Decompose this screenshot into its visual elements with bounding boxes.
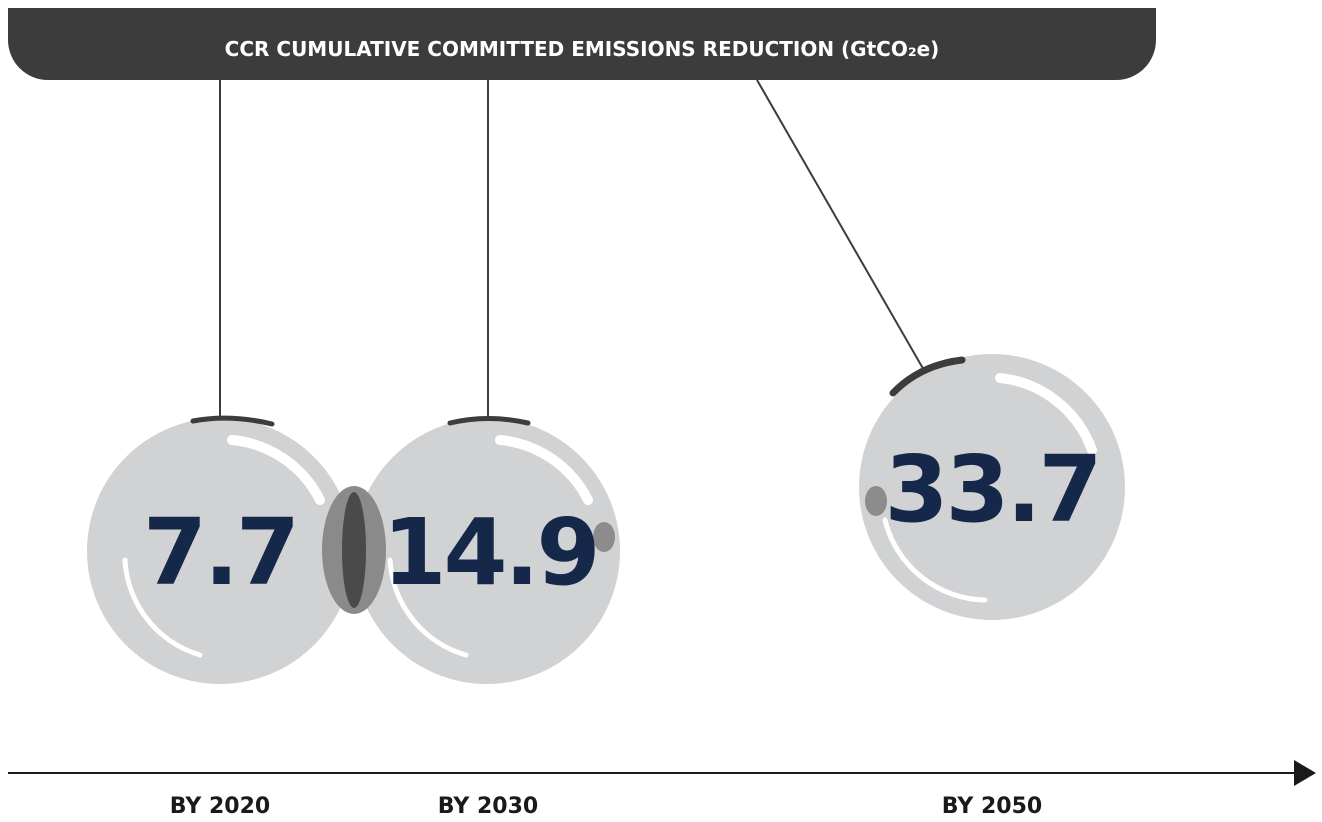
header-title: CCR CUMULATIVE COMMITTED EMISSIONS REDUC… (225, 37, 940, 61)
value: 7.7 (143, 499, 297, 606)
page: {"header": {"title": "CCR CUMULATIVE COM… (0, 0, 1322, 818)
period-label: BY 2030 (438, 794, 538, 818)
string (757, 80, 925, 372)
value: 33.7 (885, 436, 1100, 543)
period-label: BY 2050 (942, 794, 1042, 818)
infographic: CCR CUMULATIVE COMMITTED EMISSIONS REDUC… (0, 0, 1322, 818)
contact-lens (342, 492, 366, 608)
timeline-arrow (1294, 760, 1316, 786)
period-label: BY 2020 (170, 794, 270, 818)
value: 14.9 (383, 499, 598, 606)
